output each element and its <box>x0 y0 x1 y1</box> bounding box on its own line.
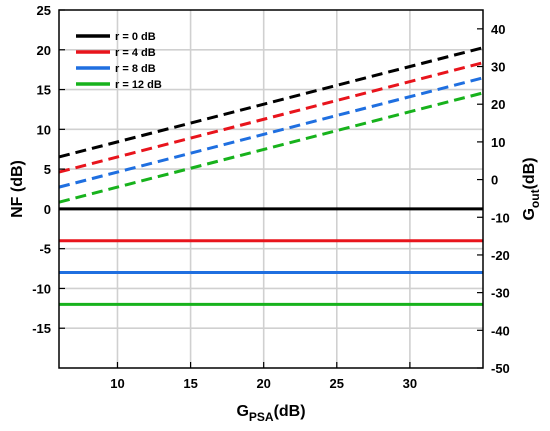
y-tick-label: 15 <box>37 83 51 98</box>
gout-line-3 <box>58 91 484 204</box>
gout-line-0 <box>58 46 484 159</box>
y-tick-label: 0 <box>44 202 51 217</box>
y-right-tick-label: -50 <box>491 361 510 376</box>
y-axis-label: NF (dB) <box>9 160 26 218</box>
x-tick-label: 30 <box>403 376 417 391</box>
legend-label: r = 8 dB <box>115 63 156 75</box>
y-right-tick-label: 20 <box>491 97 505 112</box>
grid <box>59 10 483 368</box>
y-right-tick-label: 30 <box>491 60 505 75</box>
legend-label: r = 12 dB <box>115 79 162 91</box>
y-tick-label: 25 <box>37 3 51 18</box>
gout-line-2 <box>58 76 484 189</box>
y-axis-right-label: Gout(dB) <box>521 157 542 220</box>
y-tick-label: -5 <box>39 242 51 257</box>
y-tick-label: -10 <box>32 281 51 296</box>
y-right-tick-label: -40 <box>491 323 510 338</box>
legend-label: r = 4 dB <box>115 47 156 59</box>
series-lines <box>58 46 484 306</box>
y-right-tick-label: 10 <box>491 135 505 150</box>
y-tick-label: 5 <box>44 162 51 177</box>
x-tick-label: 25 <box>330 376 344 391</box>
y-right-tick-label: 0 <box>491 173 498 188</box>
x-tick-label: 15 <box>183 376 197 391</box>
y-tick-label: 10 <box>37 122 51 137</box>
x-axis-label: GPSA(dB) <box>236 403 305 424</box>
y-tick-label: 20 <box>37 43 51 58</box>
gout-line-1 <box>58 61 484 174</box>
x-tick-label: 10 <box>110 376 124 391</box>
ticks: 10 15 20 25 30-15-10-50510152025-50-40-30-20… <box>32 3 510 391</box>
x-tick-label: 20 <box>256 376 270 391</box>
y-right-tick-label: -20 <box>491 248 510 263</box>
y-tick-label: -15 <box>32 321 51 336</box>
y-right-tick-label: 40 <box>491 22 505 37</box>
y-right-tick-label: -10 <box>491 210 510 225</box>
plot-frame <box>58 9 484 369</box>
legend-label: r = 0 dB <box>115 31 156 43</box>
legend: r = 0 dB r = 4 dB r = 8 dB r = 12 dB <box>76 31 162 91</box>
y-right-tick-label: -30 <box>491 286 510 301</box>
